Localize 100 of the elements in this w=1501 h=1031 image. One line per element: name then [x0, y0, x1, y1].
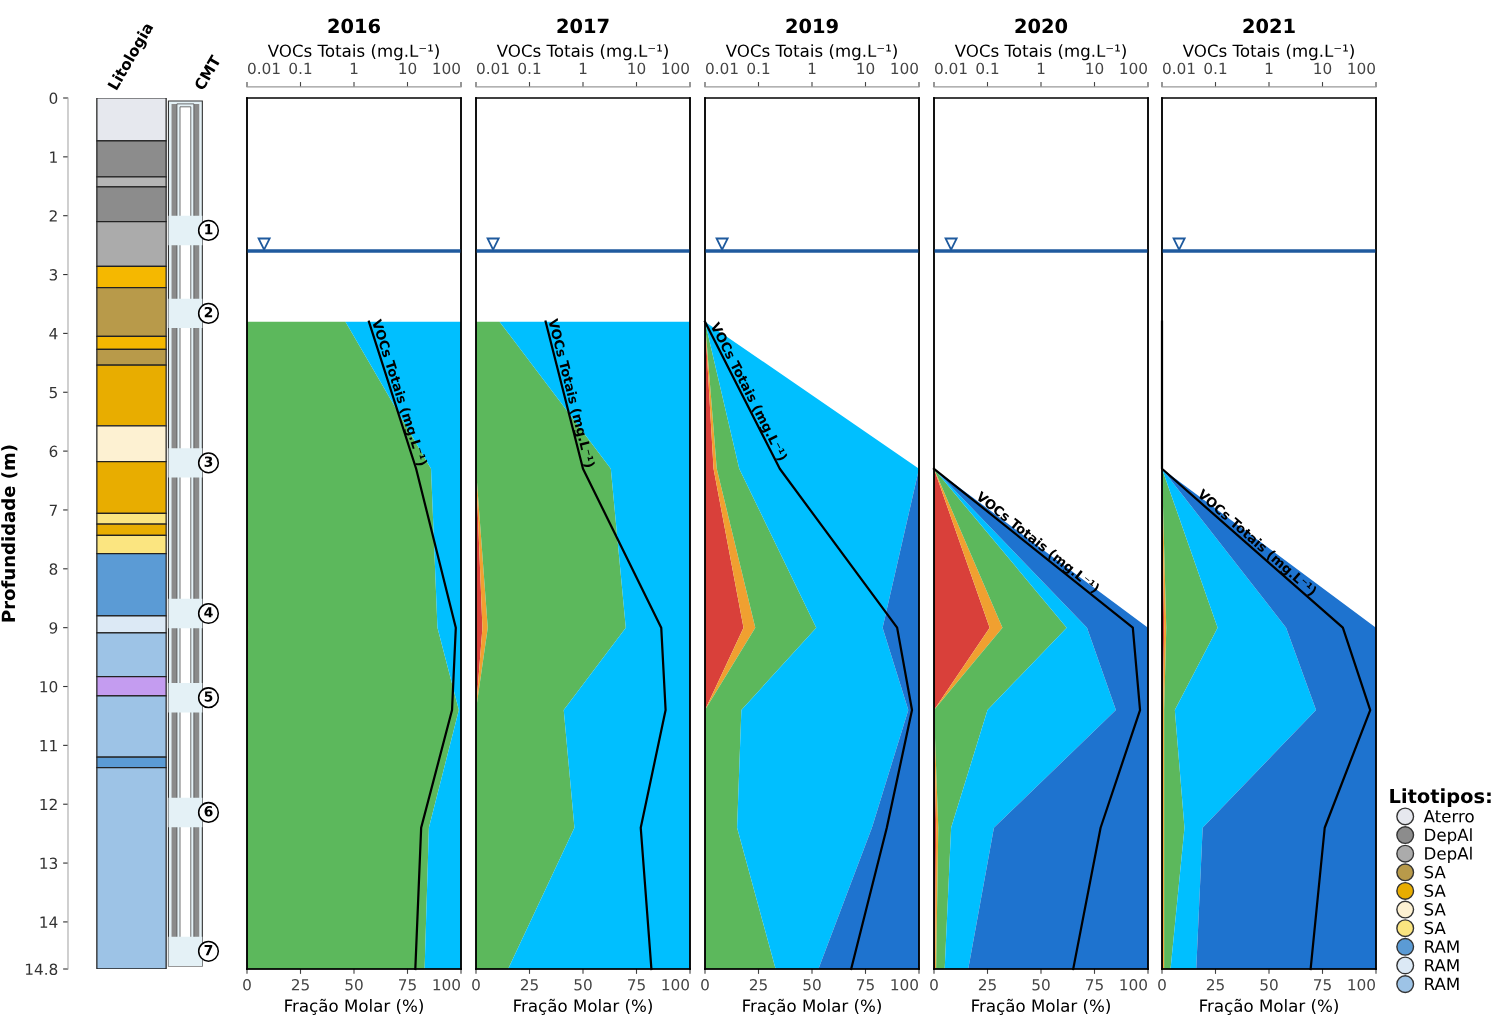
x2-tick-label: 0.1 — [1204, 62, 1227, 75]
x2-tick-label: 0.1 — [518, 62, 541, 75]
x-tick-label: 100 — [1120, 978, 1147, 991]
x-tick-label: 50 — [803, 978, 821, 991]
legend-label: SA — [1424, 921, 1446, 935]
x-axis-title: Fração Molar (%) — [514, 998, 652, 1015]
x-tick-label: 25 — [520, 978, 538, 991]
annotation: 5 — [204, 691, 213, 702]
x-tick-label: 100 — [433, 978, 460, 991]
y-tick-label: 11 — [40, 740, 57, 752]
x-axis-title: Fração Molar (%) — [285, 998, 423, 1015]
x2-tick-label: 10 — [399, 62, 417, 75]
y-tick-label: 14 — [40, 916, 58, 928]
x-axis-title: Fração Molar (%) — [972, 998, 1110, 1015]
legend-label: DepAl — [1425, 828, 1472, 845]
x2-tick-label: 1 — [579, 62, 587, 74]
x2-axis-title: VOCs Totais (mg.L⁻¹) — [496, 44, 668, 61]
x-tick-label: 75 — [1086, 979, 1103, 991]
annotation: 3 — [204, 456, 213, 467]
x2-tick-label: 1 — [1265, 62, 1273, 74]
legend-title: Litotipos: — [1390, 788, 1491, 808]
x2-axis-title: VOCs Totais (mg.L⁻¹) — [267, 44, 439, 61]
y-tick-label: 13 — [40, 857, 58, 870]
annotation: 1 — [205, 224, 213, 235]
y-tick-label: 9 — [49, 622, 58, 634]
annotation: 4 — [204, 607, 213, 618]
chart-title: 2017 — [557, 18, 609, 34]
annotation: 6 — [204, 805, 213, 817]
y-tick-label: 12 — [40, 798, 57, 811]
x2-tick-label: 0.1 — [747, 62, 770, 75]
x-tick-label: 75 — [399, 979, 416, 991]
legend-label: SA — [1424, 865, 1446, 879]
x2-axis-title: VOCs Totais (mg.L⁻¹) — [1182, 44, 1354, 61]
x-axis-title: Fração Molar (%) — [743, 998, 881, 1015]
chart-title: 2019 — [786, 18, 838, 34]
y-axis-title: Profundidade (m) — [1, 445, 18, 622]
x2-tick-label: 1 — [808, 62, 816, 74]
y-tick-label: 3 — [49, 269, 58, 281]
x-axis-title: Fração Molar (%) — [1200, 998, 1338, 1015]
chart-title: 2020 — [1015, 18, 1068, 34]
x2-tick-label: 0.01 — [248, 62, 280, 75]
x-tick-label: 0 — [930, 978, 938, 991]
x-tick-label: 0 — [243, 978, 251, 991]
y-tick-label: 10 — [40, 680, 58, 693]
legend-label: RAM — [1425, 977, 1459, 990]
x-tick-label: 50 — [345, 978, 363, 991]
y-tick-label: 8 — [49, 563, 58, 575]
x-tick-label: 0 — [701, 978, 709, 991]
x2-tick-label: 1 — [1037, 62, 1045, 74]
x2-tick-label: 100 — [662, 62, 689, 75]
x-tick-label: 50 — [574, 978, 592, 991]
legend-label: SA — [1424, 884, 1446, 898]
x2-tick-label: 0.01 — [935, 62, 967, 75]
x2-tick-label: 0.01 — [1163, 62, 1195, 75]
x-tick-label: 75 — [1314, 979, 1331, 991]
x2-tick-label: 100 — [1120, 62, 1147, 75]
x2-tick-label: 1 — [350, 62, 358, 74]
y-tick-label: 4 — [49, 328, 58, 340]
x2-tick-label: 100 — [433, 62, 460, 75]
x2-tick-label: 0.1 — [976, 62, 999, 75]
x2-tick-label: 0.01 — [477, 62, 509, 75]
x-tick-label: 50 — [1260, 978, 1278, 991]
y-tick-label: 5 — [49, 386, 57, 399]
x2-axis-title: VOCs Totais (mg.L⁻¹) — [954, 44, 1126, 61]
x-tick-label: 25 — [1206, 978, 1224, 991]
annotation: 7 — [204, 945, 213, 956]
legend-label: Aterro — [1423, 810, 1474, 823]
x2-tick-label: 0.01 — [706, 62, 738, 75]
x2-tick-label: 100 — [891, 62, 918, 75]
x2-tick-label: 10 — [1086, 62, 1104, 75]
x-tick-label: 25 — [291, 978, 309, 991]
y-tick-label: 1 — [50, 151, 57, 163]
legend-label: RAM — [1425, 940, 1459, 953]
legend-label: SA — [1424, 903, 1446, 916]
legend-label: DepAl — [1425, 846, 1472, 863]
x-tick-label: 75 — [857, 979, 874, 991]
x2-tick-label: 10 — [857, 62, 875, 75]
x-tick-label: 75 — [628, 979, 645, 991]
y-tick-label: 14.8 — [25, 963, 58, 976]
x2-tick-label: 10 — [1314, 62, 1332, 75]
legend-label: RAM — [1425, 959, 1459, 972]
x-tick-label: 100 — [891, 978, 918, 991]
x2-tick-label: 100 — [1348, 62, 1375, 75]
x-tick-label: 0 — [472, 978, 480, 991]
x2-tick-label: 0.1 — [289, 62, 312, 75]
y-tick-label: 2 — [49, 210, 57, 222]
y-tick-label: 6 — [49, 445, 58, 458]
chart-title: 2016 — [328, 18, 381, 34]
x-tick-label: 100 — [662, 978, 689, 991]
chart-title: 2021 — [1243, 18, 1295, 34]
y-tick-label: 7 — [49, 504, 57, 516]
x-tick-label: 25 — [978, 978, 996, 991]
x-tick-label: 0 — [1158, 978, 1166, 991]
x-tick-label: 25 — [749, 978, 767, 991]
x2-tick-label: 10 — [628, 62, 646, 75]
x-tick-label: 100 — [1348, 978, 1375, 991]
y-tick-label: 0 — [49, 92, 58, 105]
annotation: 2 — [204, 306, 213, 318]
x-tick-label: 50 — [1032, 978, 1050, 991]
x2-axis-title: VOCs Totais (mg.L⁻¹) — [725, 44, 897, 61]
